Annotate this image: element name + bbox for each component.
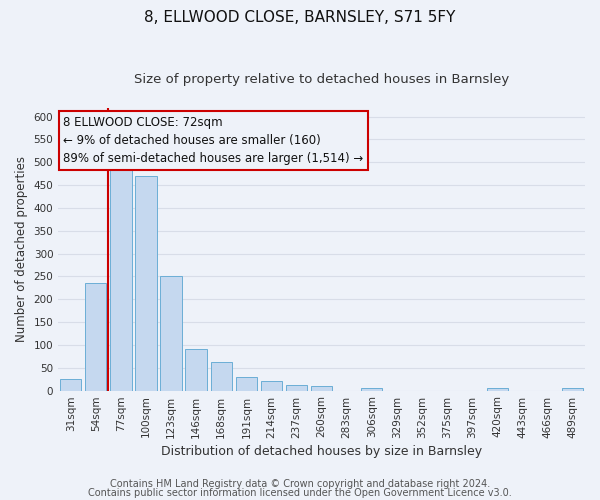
Bar <box>85 284 106 391</box>
Bar <box>136 176 157 390</box>
X-axis label: Distribution of detached houses by size in Barnsley: Distribution of detached houses by size … <box>161 444 482 458</box>
Bar <box>261 380 282 390</box>
Bar <box>60 379 82 390</box>
Bar <box>211 362 232 390</box>
Text: Contains public sector information licensed under the Open Government Licence v3: Contains public sector information licen… <box>88 488 512 498</box>
Bar <box>361 388 382 390</box>
Bar <box>487 388 508 390</box>
Bar <box>311 386 332 390</box>
Bar <box>562 388 583 390</box>
Bar <box>160 276 182 390</box>
Text: 8, ELLWOOD CLOSE, BARNSLEY, S71 5FY: 8, ELLWOOD CLOSE, BARNSLEY, S71 5FY <box>145 10 455 25</box>
Bar <box>110 167 131 390</box>
Bar <box>185 350 207 391</box>
Bar <box>286 384 307 390</box>
Text: 8 ELLWOOD CLOSE: 72sqm
← 9% of detached houses are smaller (160)
89% of semi-det: 8 ELLWOOD CLOSE: 72sqm ← 9% of detached … <box>64 116 364 165</box>
Y-axis label: Number of detached properties: Number of detached properties <box>15 156 28 342</box>
Title: Size of property relative to detached houses in Barnsley: Size of property relative to detached ho… <box>134 72 509 86</box>
Text: Contains HM Land Registry data © Crown copyright and database right 2024.: Contains HM Land Registry data © Crown c… <box>110 479 490 489</box>
Bar <box>236 377 257 390</box>
